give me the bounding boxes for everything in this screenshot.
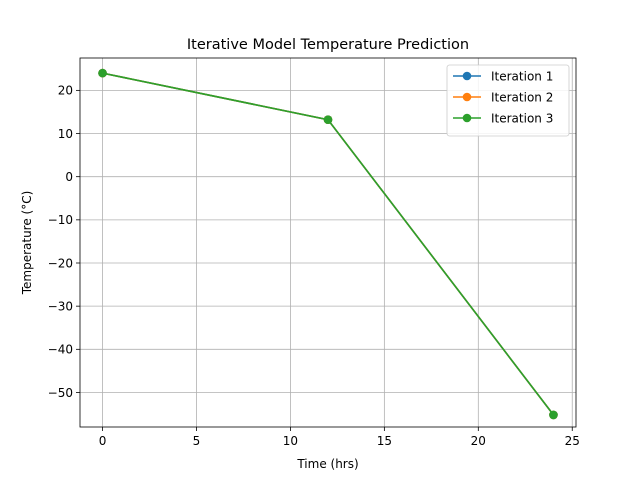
legend-swatch-marker <box>462 71 472 81</box>
legend-label: Iteration 3 <box>491 111 553 125</box>
x-tick-label: 15 <box>377 434 392 448</box>
y-axis-label: Temperature (°C) <box>20 191 34 296</box>
y-tick-label: 0 <box>65 170 73 184</box>
series-3 <box>98 68 558 420</box>
legend: Iteration 1 Iteration 2 Iteration 3 <box>446 64 570 137</box>
legend-item: Iteration 1 <box>453 69 553 83</box>
series-layer <box>98 68 558 420</box>
x-tick-label: 0 <box>99 434 107 448</box>
y-tick-label: 20 <box>58 84 73 98</box>
x-tick-label: 25 <box>565 434 580 448</box>
x-axis: 0 5 10 15 20 25 <box>99 427 580 448</box>
legend-label: Iteration 1 <box>491 69 553 83</box>
y-tick-label: 10 <box>58 127 73 141</box>
legend-label: Iteration 2 <box>491 90 553 104</box>
plot-frame <box>79 57 577 428</box>
y-tick-label: −20 <box>48 256 73 270</box>
chart-title: Iterative Model Temperature Prediction <box>187 37 469 53</box>
y-tick-label: −10 <box>48 213 73 227</box>
series-3-point <box>98 68 107 78</box>
legend-item: Iteration 2 <box>453 90 553 104</box>
legend-swatch-marker <box>462 92 472 102</box>
y-tick-label: −40 <box>48 343 73 357</box>
y-tick-label: −30 <box>48 299 73 313</box>
x-tick-label: 5 <box>193 434 201 448</box>
legend-item: Iteration 3 <box>453 111 553 125</box>
x-axis-label: Time (hrs) <box>296 457 358 471</box>
y-tick-label: −50 <box>48 386 73 400</box>
y-axis: −50 −40 −30 −20 −10 0 10 20 <box>48 84 80 400</box>
x-tick-label: 10 <box>283 434 298 448</box>
series-3-point <box>549 410 558 420</box>
legend-swatch-marker <box>462 113 472 123</box>
series-3-point <box>323 115 333 125</box>
x-tick-label: 20 <box>471 434 486 448</box>
